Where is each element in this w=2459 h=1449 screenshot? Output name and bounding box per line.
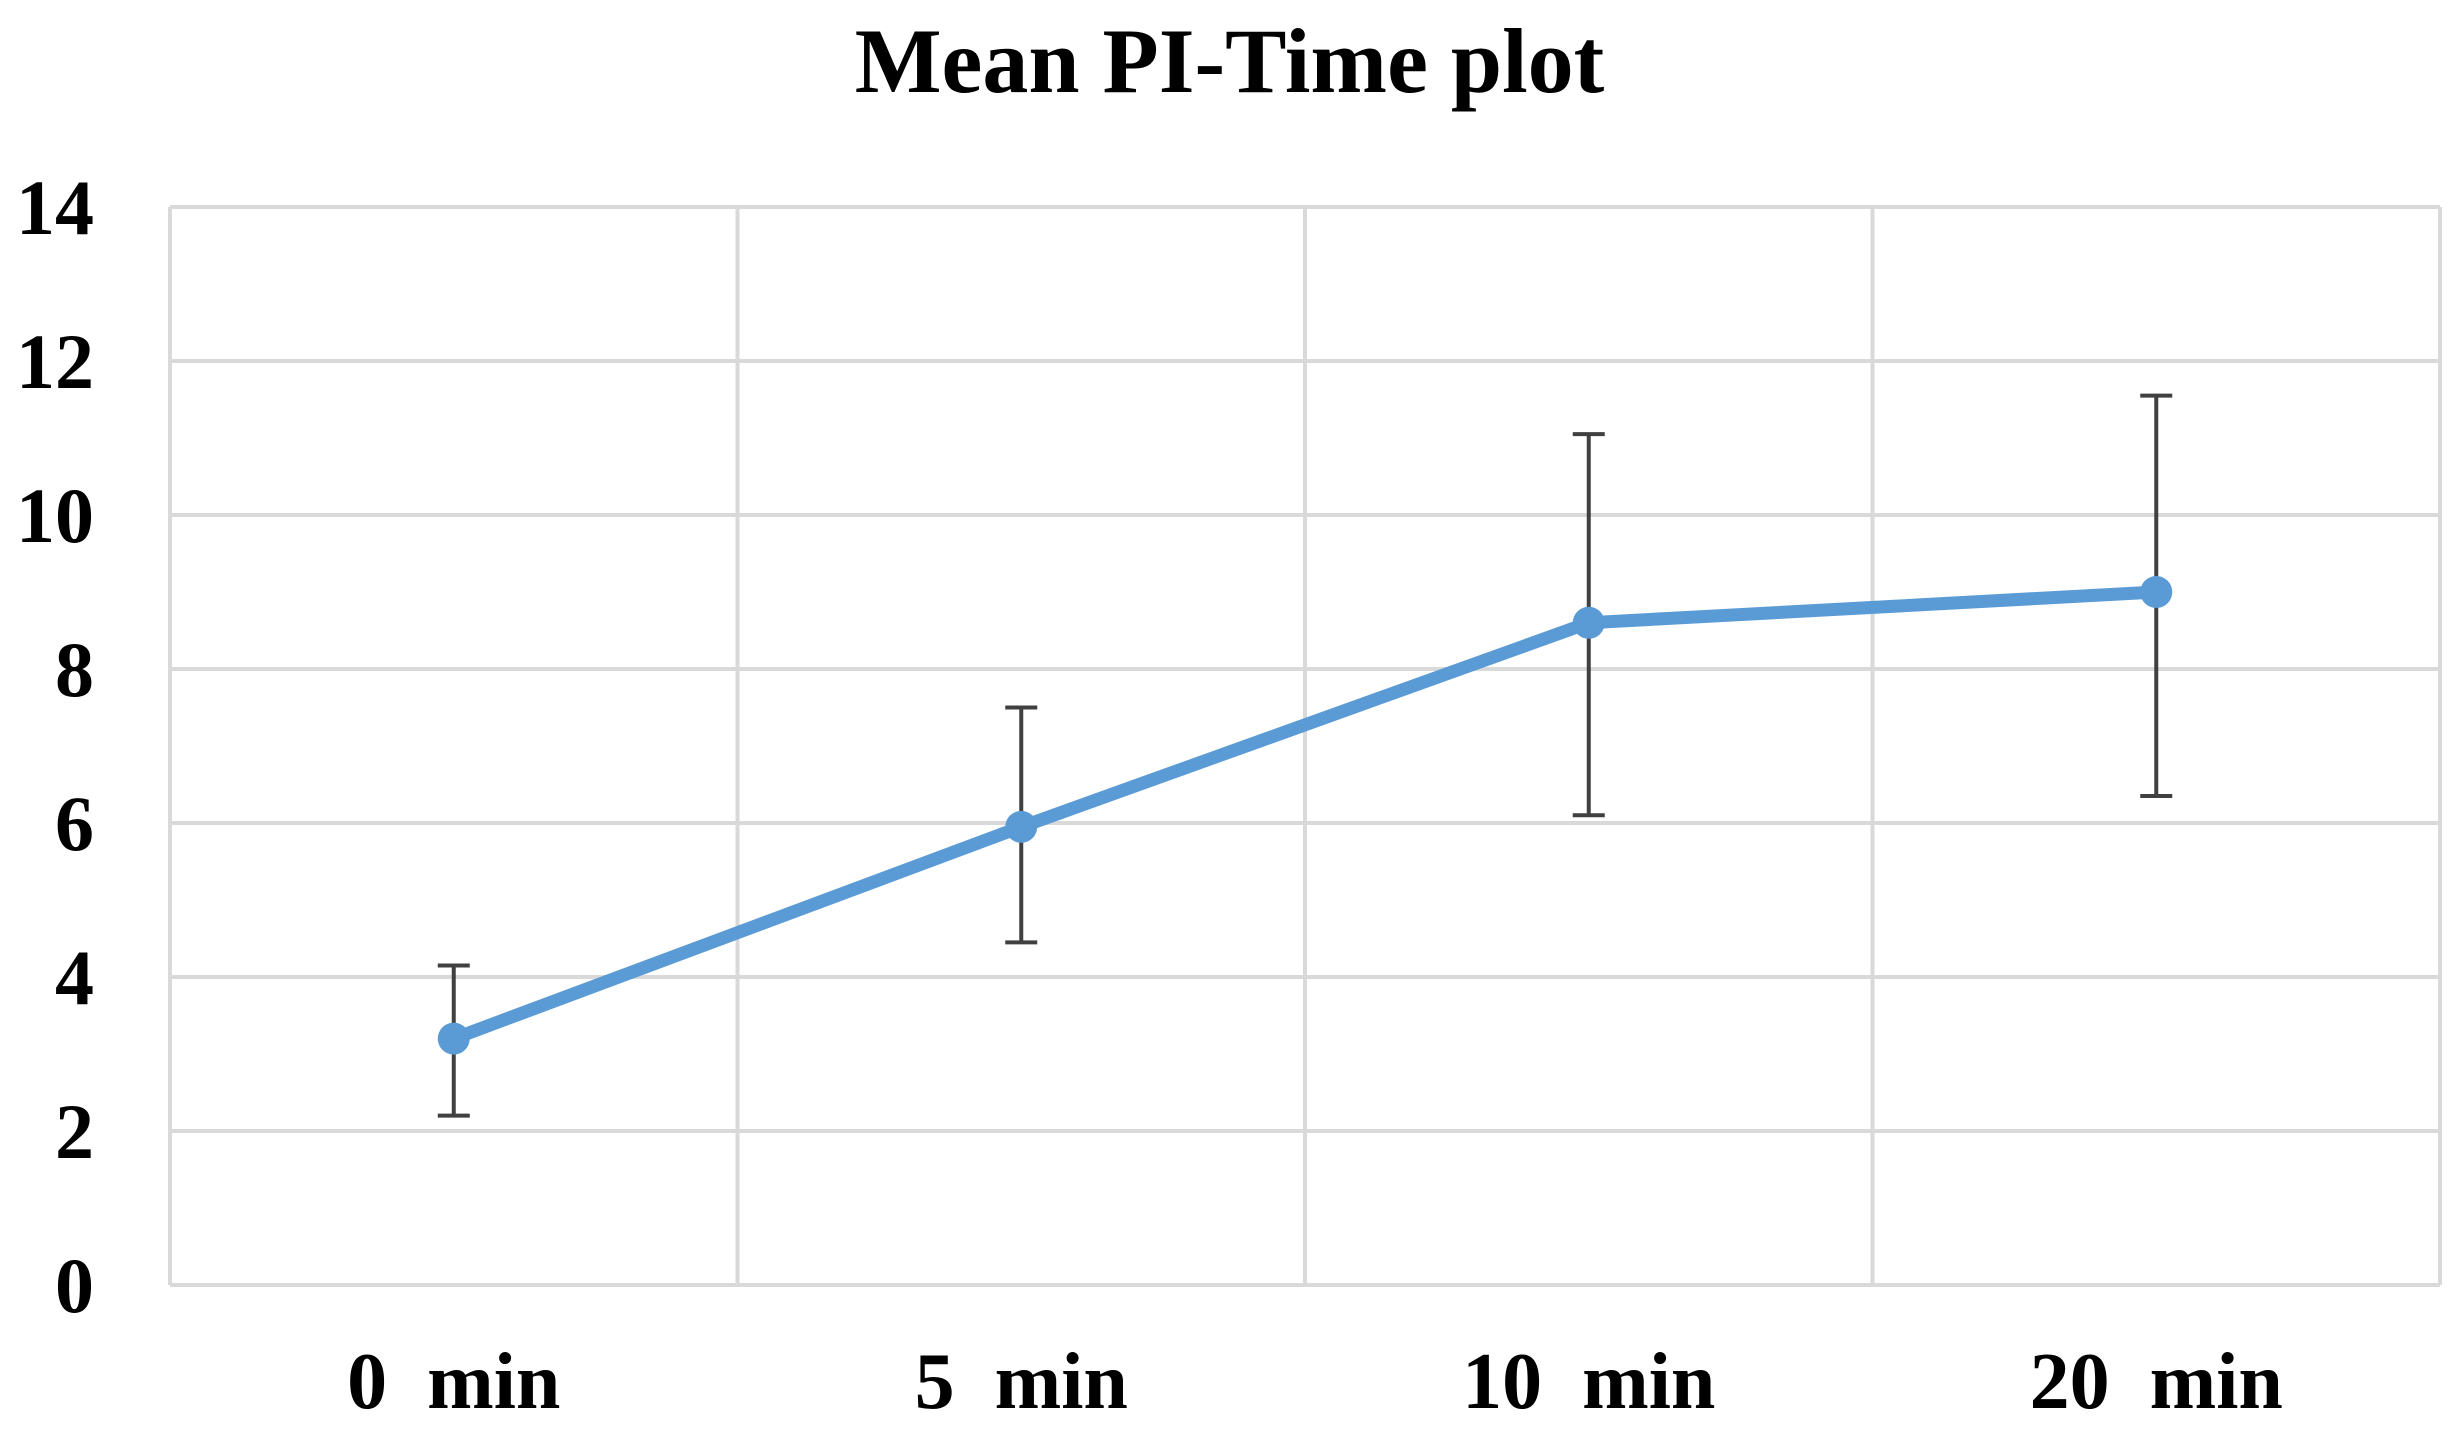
- series-line: [447, 585, 2163, 1046]
- y-tick-label: 2: [55, 1088, 94, 1175]
- x-axis-ticks: 0 min 5 min 10 min 20 min: [347, 1338, 2283, 1426]
- data-point: [437, 1022, 470, 1055]
- y-tick-label: 12: [16, 318, 94, 405]
- y-tick-label: 14: [16, 164, 94, 251]
- data-point: [2140, 576, 2173, 608]
- x-tick-label: 5 min: [915, 1338, 1128, 1426]
- grid: [168, 205, 2442, 1287]
- y-axis-ticks: 0 2 4 6 8 10 12 14: [16, 164, 94, 1329]
- y-tick-label: 0: [55, 1242, 94, 1329]
- x-tick-label: 0 min: [347, 1338, 560, 1426]
- y-tick-label: 8: [55, 626, 94, 713]
- y-tick-label: 10: [16, 472, 94, 559]
- y-tick-label: 6: [55, 780, 94, 867]
- x-tick-label: 10 min: [1462, 1338, 1715, 1426]
- x-tick-label: 20 min: [2030, 1338, 2283, 1426]
- y-tick-label: 4: [55, 934, 94, 1021]
- data-point: [1005, 810, 1038, 843]
- data-point: [1572, 606, 1605, 639]
- chart-title: Mean PI-Time plot: [854, 10, 1605, 112]
- series-layer: [437, 576, 2173, 1055]
